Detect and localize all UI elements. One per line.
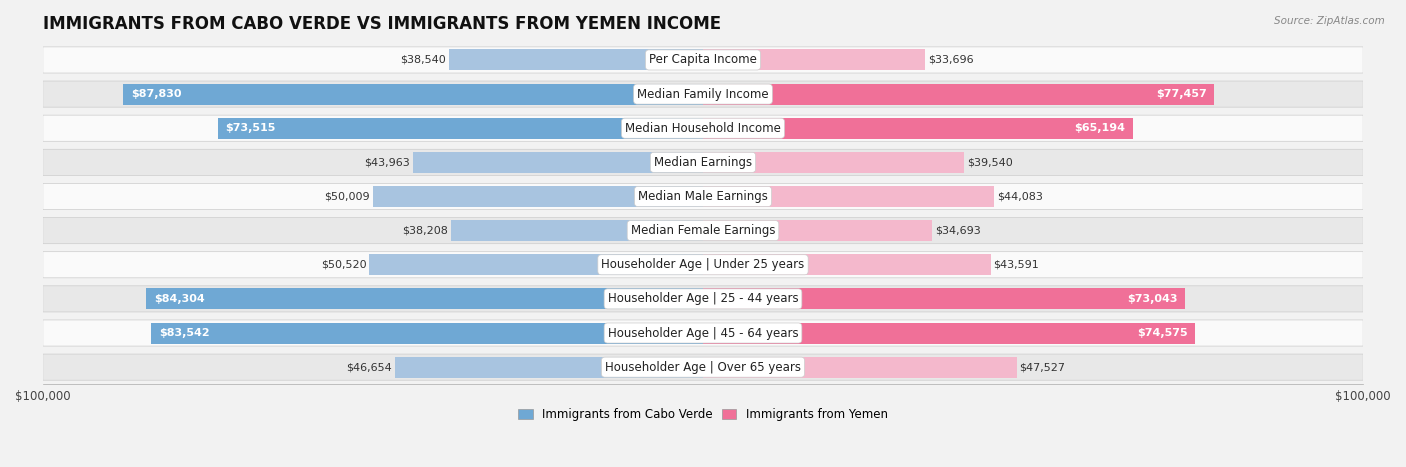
Text: Householder Age | Over 65 years: Householder Age | Over 65 years xyxy=(605,361,801,374)
FancyBboxPatch shape xyxy=(42,149,1364,176)
FancyBboxPatch shape xyxy=(42,354,1364,380)
FancyBboxPatch shape xyxy=(42,218,1364,244)
Text: $38,540: $38,540 xyxy=(401,55,446,65)
Text: Householder Age | Under 25 years: Householder Age | Under 25 years xyxy=(602,258,804,271)
Bar xyxy=(703,323,1195,344)
Text: $77,457: $77,457 xyxy=(1156,89,1206,99)
Bar xyxy=(152,323,703,344)
Text: IMMIGRANTS FROM CABO VERDE VS IMMIGRANTS FROM YEMEN INCOME: IMMIGRANTS FROM CABO VERDE VS IMMIGRANTS… xyxy=(42,15,721,33)
Bar xyxy=(703,254,991,275)
Bar xyxy=(703,118,1133,139)
Legend: Immigrants from Cabo Verde, Immigrants from Yemen: Immigrants from Cabo Verde, Immigrants f… xyxy=(513,403,893,426)
Text: $38,208: $38,208 xyxy=(402,226,449,236)
Bar xyxy=(449,50,703,71)
Text: Median Family Income: Median Family Income xyxy=(637,88,769,100)
Bar xyxy=(703,84,1215,105)
Text: $39,540: $39,540 xyxy=(967,157,1012,167)
Text: $87,830: $87,830 xyxy=(131,89,181,99)
Bar xyxy=(451,220,703,241)
Text: $83,542: $83,542 xyxy=(159,328,209,338)
Bar xyxy=(703,220,932,241)
Text: $33,696: $33,696 xyxy=(928,55,974,65)
Bar xyxy=(146,289,703,309)
Bar xyxy=(218,118,703,139)
Bar xyxy=(370,254,703,275)
Text: $84,304: $84,304 xyxy=(155,294,205,304)
FancyBboxPatch shape xyxy=(42,47,1364,73)
Text: $50,009: $50,009 xyxy=(325,191,370,201)
Bar xyxy=(395,357,703,378)
Text: $73,515: $73,515 xyxy=(225,123,276,133)
Bar xyxy=(703,357,1017,378)
Bar xyxy=(413,152,703,173)
Text: $47,527: $47,527 xyxy=(1019,362,1066,372)
Text: Per Capita Income: Per Capita Income xyxy=(650,53,756,66)
FancyBboxPatch shape xyxy=(42,286,1364,312)
FancyBboxPatch shape xyxy=(42,115,1364,142)
FancyBboxPatch shape xyxy=(42,184,1364,210)
Text: Median Earnings: Median Earnings xyxy=(654,156,752,169)
Bar xyxy=(703,152,965,173)
Text: Median Male Earnings: Median Male Earnings xyxy=(638,190,768,203)
Bar xyxy=(703,289,1185,309)
Text: Median Female Earnings: Median Female Earnings xyxy=(631,224,775,237)
Text: $50,520: $50,520 xyxy=(321,260,367,270)
Text: $46,654: $46,654 xyxy=(347,362,392,372)
FancyBboxPatch shape xyxy=(42,81,1364,107)
Text: $43,591: $43,591 xyxy=(994,260,1039,270)
Text: Householder Age | 25 - 44 years: Householder Age | 25 - 44 years xyxy=(607,292,799,305)
FancyBboxPatch shape xyxy=(42,252,1364,278)
Text: $65,194: $65,194 xyxy=(1074,123,1125,133)
Bar xyxy=(373,186,703,207)
Text: Source: ZipAtlas.com: Source: ZipAtlas.com xyxy=(1274,16,1385,26)
Text: Median Household Income: Median Household Income xyxy=(626,122,780,134)
Bar xyxy=(703,186,994,207)
Text: $44,083: $44,083 xyxy=(997,191,1042,201)
Text: $34,693: $34,693 xyxy=(935,226,980,236)
Text: $73,043: $73,043 xyxy=(1126,294,1177,304)
Text: Householder Age | 45 - 64 years: Householder Age | 45 - 64 years xyxy=(607,326,799,340)
Text: $74,575: $74,575 xyxy=(1137,328,1188,338)
Text: $43,963: $43,963 xyxy=(364,157,411,167)
FancyBboxPatch shape xyxy=(42,320,1364,346)
Bar xyxy=(703,50,925,71)
Bar xyxy=(124,84,703,105)
